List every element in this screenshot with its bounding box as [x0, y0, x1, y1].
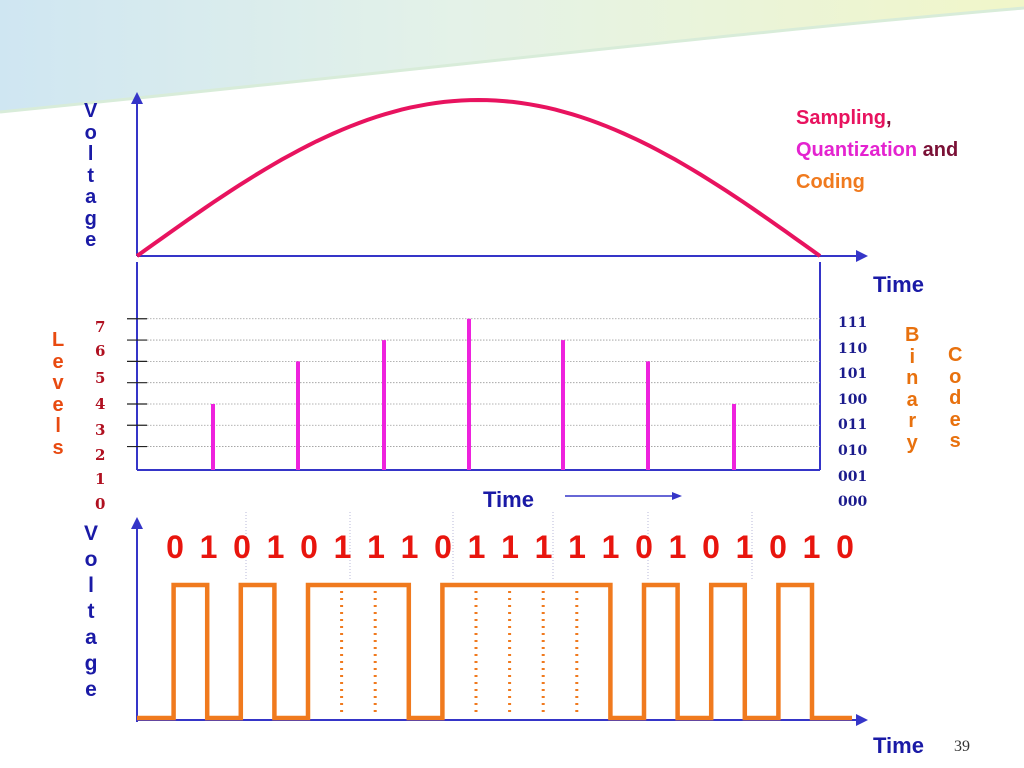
title-sampling: Sampling [796, 107, 887, 129]
time-label-middle: Time [483, 487, 534, 512]
binary-code: 010 [838, 443, 868, 459]
voltage-top-letter: g [84, 207, 97, 230]
bit-digit: 1 [802, 529, 821, 565]
voltage-top-letter: a [85, 186, 97, 208]
bit-digit: 1 [400, 529, 419, 565]
levels-letter: e [52, 350, 64, 373]
title-comma: , [886, 107, 892, 129]
bit-digit: 1 [266, 529, 285, 565]
level-number: 3 [95, 421, 106, 439]
title-coding: Coding [796, 171, 865, 193]
top-y-axis-arrow [131, 92, 143, 104]
bit-digit: 1 [668, 529, 687, 565]
voltage-bottom-letter: e [85, 678, 97, 701]
bottom-y-axis-arrow [131, 517, 143, 529]
page-number: 39 [954, 738, 970, 755]
slide-title: Sampling, Quantization and Coding [796, 102, 958, 198]
title-and: and [922, 139, 959, 161]
analog-signal-panel [131, 92, 868, 262]
levels-letter: L [52, 329, 65, 351]
voltage-top-letter: t [87, 164, 94, 187]
level-number: 0 [95, 495, 106, 513]
codes-letter: o [949, 365, 962, 388]
voltage-top-letter: e [85, 229, 97, 251]
bit-digit: 0 [635, 529, 653, 565]
voltage-bottom-letter: V [84, 522, 99, 545]
bit-digit: 1 [501, 529, 519, 565]
levels-letter: v [52, 372, 64, 394]
bit-digit: 1 [735, 529, 754, 565]
voltage-top-letter: o [84, 121, 97, 144]
binary-letter: r [908, 410, 917, 432]
codes-letter: s [949, 430, 961, 452]
bit-digit: 0 [769, 529, 787, 565]
pcm-square-wave [137, 582, 852, 721]
binary-letter: i [909, 345, 915, 368]
binary-code: 100 [838, 391, 868, 408]
binary-letter: a [906, 388, 918, 411]
binary-code: 111 [838, 315, 868, 331]
title-quantization: Quantization [796, 139, 918, 161]
binary-letter: B [905, 324, 920, 346]
levels-letter: e [52, 393, 64, 416]
bit-digit: 0 [702, 529, 720, 565]
binary-letter: y [906, 431, 918, 454]
bit-digit: 1 [601, 529, 620, 565]
digital-signal-panel [131, 512, 868, 726]
bit-digit: 0 [166, 529, 184, 565]
voltage-bottom-letter: g [84, 652, 98, 675]
voltage-top-letter: V [84, 100, 98, 122]
binary-code: 001 [838, 468, 868, 485]
level-number: 4 [95, 395, 106, 413]
codes-letter: e [949, 408, 961, 431]
binary-letter: n [906, 367, 919, 389]
level-number: 7 [95, 318, 106, 336]
level-number: 1 [95, 470, 106, 488]
codes-letter: d [949, 387, 962, 409]
binary-code: 110 [838, 340, 868, 357]
voltage-bottom-letter: a [85, 626, 97, 649]
levels-letter: s [52, 436, 64, 459]
voltage-bottom-letter: o [84, 548, 98, 571]
codes-letter: C [948, 344, 963, 366]
bit-digit: 1 [568, 529, 586, 565]
time-label-top: Time [873, 272, 924, 297]
top-x-axis-arrow [856, 250, 868, 262]
bit-digit: 1 [199, 529, 218, 565]
bit-digit: 1 [467, 529, 486, 565]
bit-digit: 0 [300, 529, 318, 565]
bit-digit: 0 [836, 529, 854, 565]
binary-code: 011 [838, 417, 868, 434]
voltage-top-letter: l [87, 143, 94, 165]
bit-digit: 1 [333, 529, 352, 565]
swoosh-decoration [0, 0, 1024, 112]
voltage-bottom-letter: l [88, 574, 94, 597]
bit-digit: 1 [367, 529, 385, 565]
sine-curve [135, 97, 822, 258]
levels-letter: l [55, 415, 61, 437]
level-number: 6 [95, 342, 106, 360]
time-label-bottom: Time [873, 733, 924, 758]
voltage-bottom-letter: t [87, 600, 95, 623]
swoosh-stripe [0, 6, 1024, 114]
bit-digit: 1 [534, 529, 553, 565]
quantization-panel [127, 262, 821, 471]
bit-digit: 0 [233, 529, 251, 565]
bottom-x-axis-arrow [856, 714, 868, 726]
binary-code: 000 [838, 494, 868, 511]
binary-code: 101 [838, 366, 868, 383]
level-number: 5 [95, 369, 106, 387]
bit-digit: 0 [434, 529, 452, 565]
level-number: 2 [95, 446, 106, 464]
time-arrow-head [672, 492, 682, 500]
